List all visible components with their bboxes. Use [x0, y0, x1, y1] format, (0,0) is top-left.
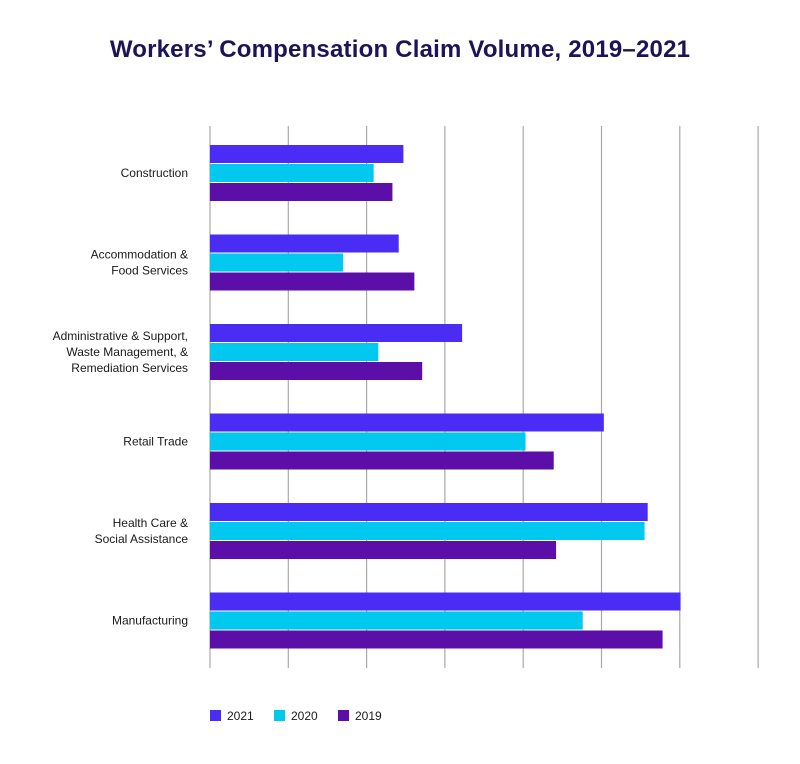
- category-label: Social Assistance: [95, 532, 189, 546]
- legend-label-2020: 2020: [291, 709, 318, 723]
- bar-2021-5: [210, 592, 681, 611]
- category-label: Retail Trade: [123, 435, 188, 449]
- legend-swatch-2020: [274, 710, 285, 721]
- legend-swatch-2021: [210, 710, 221, 721]
- bar-2019-2: [210, 362, 423, 380]
- category-label: Waste Management, &: [66, 345, 188, 359]
- bar-2021-4: [210, 503, 648, 521]
- category-label: Health Care &: [113, 516, 188, 530]
- category-label: Food Services: [111, 264, 188, 278]
- category-label: Administrative & Support,: [53, 329, 188, 343]
- bar-2021-1: [210, 234, 399, 253]
- bar-2020-4: [210, 522, 645, 540]
- bar-2020-2: [210, 343, 379, 361]
- bar-2019-3: [210, 451, 554, 470]
- bar-2021-0: [210, 145, 404, 163]
- legend-label-2019: 2019: [355, 709, 382, 723]
- bar-2020-0: [210, 164, 374, 182]
- bar-2019-0: [210, 183, 393, 201]
- category-label: Accommodation &: [91, 248, 188, 262]
- legend-label-2021: 2021: [227, 709, 254, 723]
- bar-2019-5: [210, 630, 663, 649]
- category-labels: Construction Accommodation & Food Services…: [53, 166, 189, 628]
- category-label: Remediation Services: [71, 361, 188, 375]
- bar-2020-1: [210, 253, 344, 272]
- bars: [210, 145, 681, 649]
- bar-2019-1: [210, 272, 415, 291]
- bar-2021-2: [210, 324, 463, 342]
- gridlines: [209, 126, 759, 668]
- category-label: Construction: [121, 166, 188, 180]
- legend-swatch-2019: [338, 710, 349, 721]
- bar-2021-3: [210, 413, 604, 432]
- chart-title: Workers’ Compensation Claim Volume, 2019…: [109, 36, 691, 63]
- legend: 2021 2020 2019: [210, 709, 382, 723]
- bar-2020-5: [210, 611, 583, 630]
- category-label: Manufacturing: [112, 614, 188, 628]
- bar-2019-4: [210, 541, 557, 559]
- bar-2020-3: [210, 432, 526, 451]
